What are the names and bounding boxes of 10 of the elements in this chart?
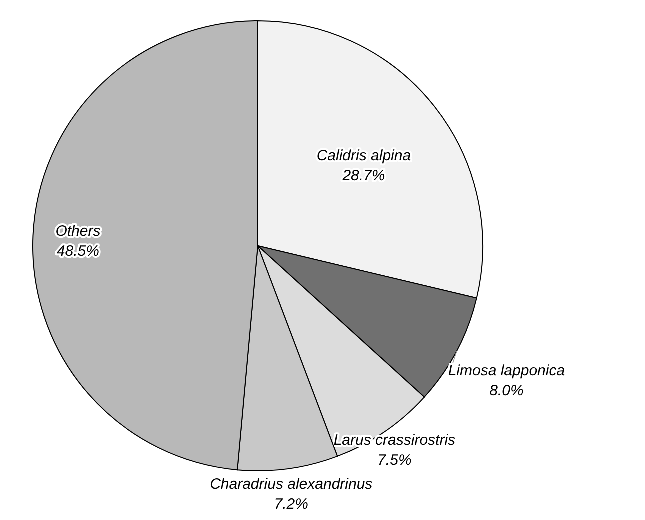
data-label: 8.0% (490, 382, 524, 400)
slice-label: Calidris alpina (316, 147, 412, 164)
slice-label: Limosa lapponica (448, 362, 566, 380)
data-label: 7.2% (274, 496, 308, 514)
data-label: 48.5% (56, 242, 100, 260)
slice-label: Charadrius alexandrinus (210, 476, 374, 494)
data-label: 28.7% (342, 167, 386, 184)
slice-label: Others (56, 222, 102, 240)
slice-label: Larus crassirostris (334, 432, 456, 449)
data-label: 7.5% (378, 452, 412, 469)
